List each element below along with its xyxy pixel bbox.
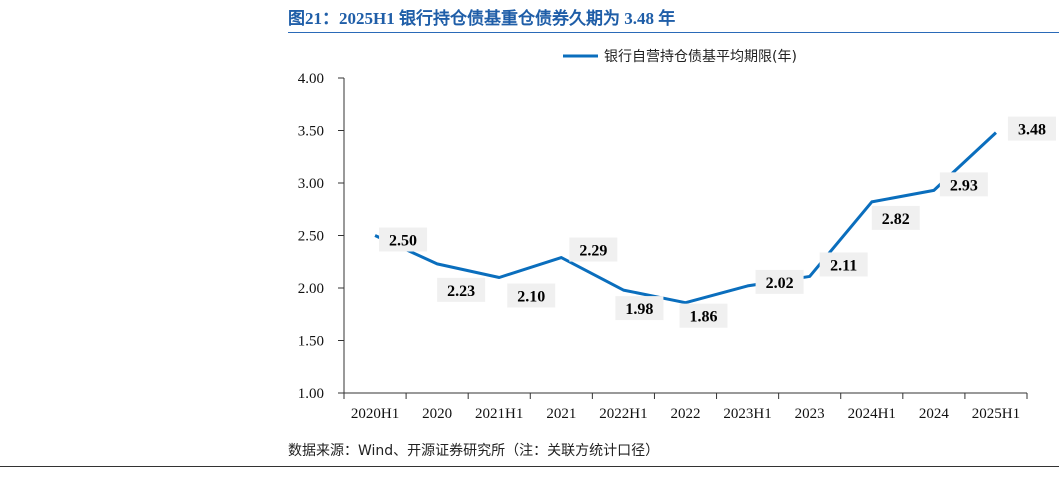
data-label-bg (755, 269, 804, 294)
x-tick-label: 2020 (422, 406, 452, 422)
data-label: 1.86 (690, 309, 718, 326)
x-tick-label: 2023 (795, 406, 825, 422)
data-label: 3.48 (1018, 122, 1046, 139)
x-tick-label: 2024H1 (848, 406, 896, 422)
y-tick-label: 3.50 (298, 124, 324, 140)
data-label-bg (379, 227, 428, 252)
data-label: 2.11 (830, 257, 857, 274)
y-tick-label: 2.00 (298, 281, 324, 297)
series-group (374, 131, 997, 305)
legend: 银行自营持仓债基平均期限(年) (563, 48, 797, 65)
x-tick-label: 2021H1 (475, 406, 523, 422)
data-label: 2.50 (389, 233, 417, 250)
data-label-bg (437, 277, 486, 302)
y-tick-label: 2.50 (298, 229, 324, 245)
x-tick-label: 2024 (919, 406, 950, 422)
data-label-bg (679, 303, 728, 328)
y-tick-label: 1.50 (298, 334, 324, 350)
figure-title: 图21：2025H1 银行持仓债基重仓债券久期为 3.48 年 (288, 9, 676, 28)
x-tick-label: 2021 (546, 406, 576, 422)
y-tick-label: 1.00 (298, 386, 324, 402)
data-label: 2.93 (950, 177, 978, 194)
data-label-bg (939, 172, 988, 197)
data-labels-group: 2.50 2.23 2.10 2.29 1.98 1.86 2.02 2.11 2.82 2.93… (379, 116, 1056, 328)
x-tick-label: 2023H1 (723, 406, 771, 422)
data-label-bg (615, 296, 664, 321)
data-label: 2.82 (882, 211, 910, 228)
x-tick-label: 2020H1 (351, 406, 399, 422)
legend-label: 银行自营持仓债基平均期限(年) (604, 48, 797, 65)
x-tick-label: 2025H1 (972, 406, 1020, 422)
data-label-bg (819, 252, 868, 277)
bottom-divider (0, 466, 1059, 467)
data-label-bg (569, 237, 618, 262)
data-label: 2.23 (447, 283, 475, 300)
data-label: 2.10 (517, 289, 545, 306)
title-divider (288, 32, 1059, 33)
source-note: 数据来源：Wind、开源证券研究所（注：关联方统计口径） (288, 443, 660, 459)
x-tick-label: 2022H1 (599, 406, 647, 422)
axes-group: 1.00 1.50 2.00 2.50 3.00 3.50 4.00 2020H1 2020 20… (298, 71, 1028, 422)
data-label-bg (871, 205, 920, 230)
y-tick-label: 3.00 (298, 176, 324, 192)
x-tick-label: 2022 (671, 406, 701, 422)
data-label-bg (1007, 116, 1056, 141)
series-line (374, 131, 997, 305)
data-label: 2.29 (579, 243, 607, 260)
y-tick-label: 4.00 (298, 71, 324, 87)
data-label: 2.02 (766, 275, 794, 292)
data-label: 1.98 (625, 301, 653, 318)
data-label-bg (507, 283, 556, 308)
